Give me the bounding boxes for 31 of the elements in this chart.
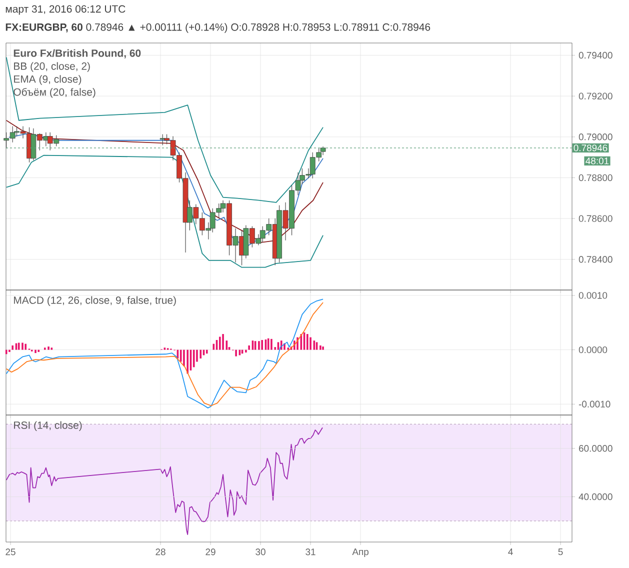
y-tick-label: 0.79400 (578, 52, 612, 59)
x-tick-label: 25 (6, 548, 16, 556)
x-tick-label: 5 (558, 548, 563, 556)
y-tick-label: -0.0010 (578, 400, 610, 408)
text: 48:01 (586, 158, 609, 164)
line-series (6, 154, 324, 268)
annotation: BB (20, close, 2) (14, 62, 90, 72)
y-tick-label: 0.78600 (578, 215, 612, 222)
x-tick-label: 30 (256, 548, 266, 556)
y-tick-label: 40.0000 (578, 493, 612, 500)
x-tick-label: 29 (206, 548, 216, 556)
line-series (6, 56, 324, 203)
y-tick-label: 0.79000 (578, 134, 612, 140)
y-tick-label: 0.0010 (578, 292, 608, 299)
x-tick-label: 31 (306, 548, 316, 556)
y-tick-label: 0.78800 (578, 174, 612, 182)
text: март 31, 2016 06:12 UTC (6, 5, 126, 15)
y-tick-label: 0.79200 (578, 92, 612, 100)
x-tick-label: 4 (508, 548, 513, 556)
x-tick-label: 28 (156, 548, 166, 556)
y-tick-label: 0.78400 (578, 256, 612, 263)
text: RSI (14, close) (14, 421, 82, 431)
annotation: Объём (20, false) (14, 88, 96, 98)
y-tick-label: 0.0000 (578, 346, 608, 354)
ref-line-label: 0.78946 (574, 144, 608, 152)
text: FX:EURGBP, 60 0.78946 ▲ +0.00111 (+0.14%) O:0.78928 H:0.78953 L:0.78911 C:0.78946 (6, 23, 430, 33)
text: MACD (12, 26, close, 9, false, true) (14, 296, 176, 306)
x-tick-label: Апр (352, 548, 369, 558)
y-tick-label: 60.0000 (579, 445, 612, 452)
text: Euro Fx/British Pound, 60 (14, 49, 141, 58)
annotation: EMA (9, close) (14, 75, 82, 85)
